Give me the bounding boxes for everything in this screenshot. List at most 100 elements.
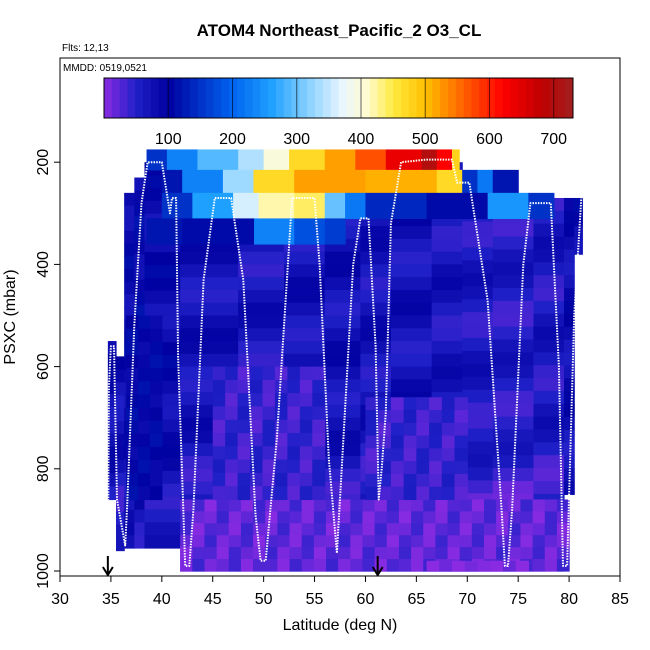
x-tick-label: 40	[153, 591, 171, 608]
heatmap-cell	[350, 511, 364, 524]
heatmap-cell	[390, 289, 433, 304]
heatmap-cell	[262, 472, 276, 487]
heatmap-cell	[228, 523, 242, 536]
heatmap-cell	[533, 313, 565, 328]
heatmap-cell	[284, 277, 326, 291]
heatmap-cell	[326, 523, 339, 536]
heatmap-cell	[253, 218, 295, 245]
colorbar-tick-label: 300	[283, 131, 310, 148]
heatmap-cell	[431, 277, 463, 291]
heatmap-cell	[197, 149, 239, 171]
heatmap-cell	[237, 379, 251, 394]
heatmap-cell	[250, 379, 264, 394]
heatmap-cell	[263, 149, 290, 171]
heatmap-cell	[416, 486, 430, 501]
heatmap-cell	[212, 433, 226, 447]
chart-title: ATOM4 Northeast_Pacific_2 O3_CL	[197, 21, 482, 40]
heatmap-cell	[350, 523, 364, 536]
heatmap-cell	[411, 499, 424, 512]
heatmap-cell	[533, 403, 565, 418]
heatmap-cell	[253, 559, 266, 572]
heatmap-cell	[107, 473, 117, 487]
colorbar-segment	[158, 78, 168, 118]
heatmap-cell	[515, 560, 529, 572]
heatmap-cell	[212, 459, 226, 474]
date-label: MMDD: 0519,0521	[63, 63, 147, 74]
heatmap-cell	[492, 169, 519, 194]
heatmap-cell	[134, 190, 146, 204]
heatmap-cell	[365, 422, 379, 437]
heatmap-cell	[253, 523, 266, 536]
colorbar-segment	[268, 78, 277, 118]
heatmap-cell	[326, 547, 339, 560]
heatmap-cell	[390, 486, 405, 501]
colorbar-segment	[221, 78, 230, 118]
colorbar-segment	[229, 78, 238, 118]
heatmap-cell	[492, 403, 535, 418]
flight-track-line	[106, 158, 583, 572]
heatmap-cell	[423, 523, 436, 536]
heatmap-cell	[134, 522, 146, 536]
colorbar-segment	[518, 78, 527, 118]
heatmap-cell	[116, 382, 125, 396]
heatmap-cell	[225, 393, 239, 408]
heatmap-cell	[360, 302, 392, 317]
heatmap-cell	[533, 365, 565, 379]
heatmap-cell	[374, 499, 388, 512]
heatmap-cell	[126, 407, 139, 422]
heatmap-cell	[312, 393, 326, 408]
heatmap-cell	[116, 356, 125, 370]
heatmap-cell	[324, 392, 361, 406]
heatmap-cell	[149, 381, 163, 395]
heatmap-cell	[138, 328, 151, 343]
x-tick-label: 75	[509, 591, 527, 608]
heatmap-cell	[204, 559, 218, 572]
heatmap-cell	[107, 393, 117, 408]
heatmap-cell	[289, 499, 303, 512]
colorbar-segment	[166, 78, 175, 118]
heatmap-cell	[299, 366, 313, 381]
heatmap-cell	[116, 447, 125, 461]
heatmap-cell	[564, 223, 575, 238]
heatmap-cell	[149, 315, 163, 330]
heatmap-cell	[250, 472, 264, 487]
heatmap-cell	[144, 277, 181, 292]
heatmap-cell	[274, 459, 288, 474]
heatmap-cell	[431, 353, 463, 368]
heatmap-cell	[533, 275, 565, 289]
colorbar-frame	[103, 77, 574, 119]
heatmap-cell	[124, 192, 135, 207]
heatmap-cell	[390, 328, 433, 342]
heatmap-cell	[398, 499, 412, 512]
heatmap-cell	[134, 279, 146, 294]
heatmap-cell	[454, 473, 468, 488]
y-tick-label: 400	[35, 251, 52, 278]
heatmap-cell	[441, 448, 456, 462]
heatmap-cell	[345, 192, 367, 220]
heatmap-cell	[149, 341, 163, 356]
heatmap-cell	[277, 499, 291, 512]
heatmap-cell	[365, 410, 379, 424]
colorbar-segment	[205, 78, 214, 118]
heatmap-cell	[299, 433, 313, 447]
heatmap-cell	[462, 325, 494, 339]
colorbar-segment	[291, 78, 300, 118]
x-tick-label: 60	[357, 591, 375, 608]
heatmap-cell	[284, 353, 326, 368]
heatmap-cell	[386, 511, 400, 524]
heatmap-cell	[204, 499, 218, 512]
heatmap-cell	[284, 315, 326, 329]
heatmap-cell	[253, 535, 266, 548]
heatmap-cell	[237, 406, 251, 421]
heatmap-cell	[287, 379, 301, 394]
colorbar-segment	[440, 78, 449, 118]
heatmap-cell	[138, 446, 151, 461]
heatmap-cell	[225, 406, 239, 421]
heatmap-cell	[124, 243, 135, 257]
heatmap-cell	[338, 547, 351, 560]
heatmap-cell	[484, 535, 497, 548]
colorbar-segment	[361, 78, 371, 118]
heatmap-cell	[124, 509, 135, 524]
heatmap-cell	[462, 299, 494, 313]
heatmap-cell	[454, 461, 468, 475]
